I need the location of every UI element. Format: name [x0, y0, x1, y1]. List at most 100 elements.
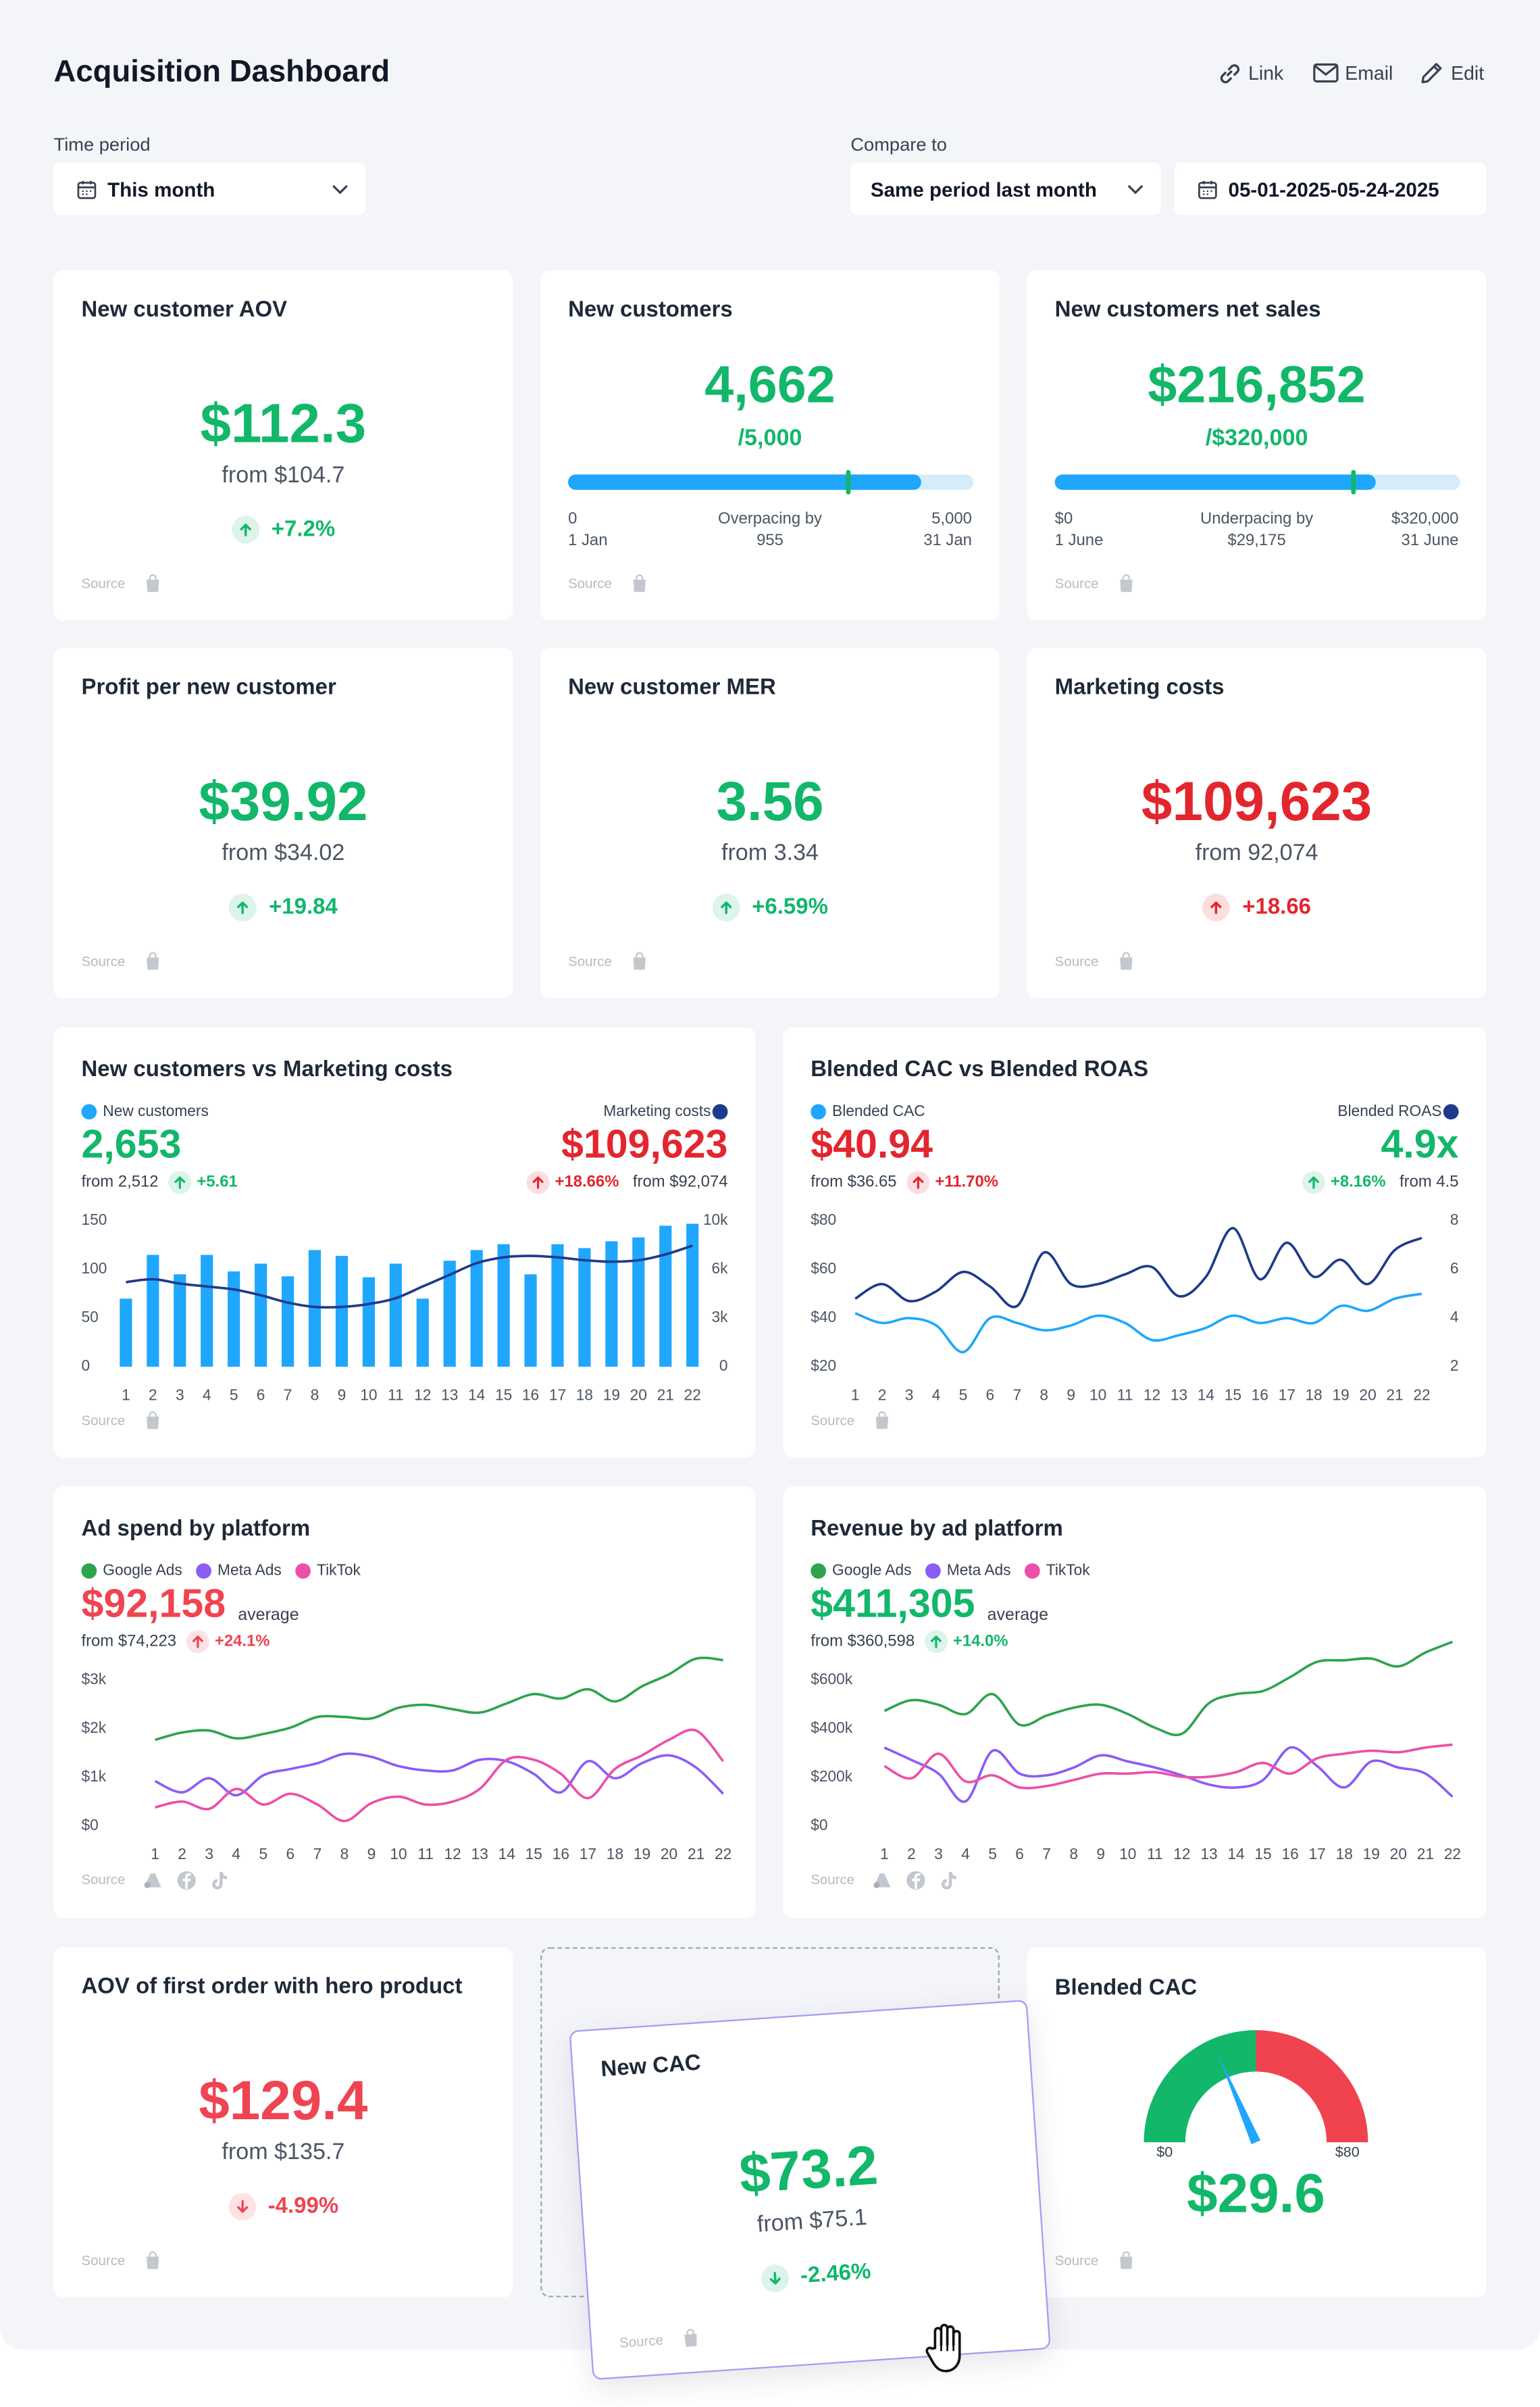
filter-value: This month: [107, 178, 215, 201]
chart-card: Ad spend by platform Google Ads Meta Ads Ti…: [53, 1486, 756, 1919]
legend-label: New customers: [103, 1102, 209, 1119]
x-tick-label: 10: [1089, 1386, 1106, 1403]
drag-cursor: [925, 2323, 961, 2373]
x-tick-label: 22: [715, 1845, 732, 1863]
source-label: Source: [81, 2252, 126, 2269]
x-tick-label: 12: [1144, 1386, 1160, 1403]
bar: [389, 1263, 402, 1367]
source-icon-part: [147, 1417, 159, 1429]
source-icon: [633, 952, 646, 970]
tiktok-icon: [212, 1872, 227, 1890]
progress-label: $29,175: [1227, 531, 1286, 550]
progress-track: [568, 470, 974, 495]
meta-icon-part: [182, 1873, 191, 1890]
x-tick-label: 10: [390, 1845, 407, 1863]
x-tick-label: 10: [360, 1386, 377, 1403]
chart-card: Blended CAC vs Blended ROAS Blended CAC Bl…: [783, 1027, 1487, 1458]
source-icon-part: [149, 1411, 157, 1417]
source-icon-part: [684, 2333, 696, 2347]
summary-note: average: [987, 1605, 1048, 1624]
x-tick-label: 11: [417, 1845, 434, 1863]
legend-label: Google Ads: [103, 1561, 182, 1578]
summary-change: +5.61: [197, 1173, 237, 1191]
source-label: Source: [811, 1413, 855, 1429]
trend-arrow: [930, 1636, 942, 1648]
date-range[interactable]: 05-01-2025-05-24-2025: [1174, 162, 1487, 216]
summary-from: from 2,512: [81, 1173, 158, 1191]
gauge-needle: [1218, 2054, 1261, 2144]
chart: Blended CAC $0 $80 $29.6: [1055, 1974, 1368, 2225]
source-icon: [147, 952, 159, 970]
change-value: -4.99%: [267, 2194, 339, 2219]
source-label: Source: [1054, 576, 1099, 592]
legend-swatch: [295, 1563, 311, 1579]
change-row: -2.46%: [586, 2246, 1043, 2305]
kpi-from: from $135.7: [222, 2139, 345, 2166]
x-tick-label: 6: [1015, 1845, 1024, 1863]
source-icon-part: [149, 2251, 157, 2257]
summary-value: $92,158: [81, 1580, 226, 1625]
x-tick-label: 3: [905, 1386, 914, 1403]
time-period-dropdown[interactable]: This month: [53, 162, 366, 216]
compare-dropdown[interactable]: Same period last month: [850, 162, 1161, 216]
summary-from: from $36.65: [811, 1173, 896, 1191]
x-tick-label: 5: [959, 1386, 968, 1403]
line-series: [854, 1292, 1422, 1354]
y-tick-label: $40: [811, 1308, 836, 1325]
change-value: +6.59%: [752, 895, 828, 920]
x-tick-label: 13: [441, 1386, 458, 1403]
y-tick-label: 50: [81, 1308, 98, 1325]
y-tick-label: $200k: [811, 1767, 853, 1785]
source-label: Source: [81, 953, 126, 969]
x-tick-label: 14: [1198, 1386, 1214, 1403]
line-series: [854, 1227, 1422, 1309]
x-tick-label: 17: [1309, 1845, 1326, 1863]
x-tick-label: 14: [468, 1386, 485, 1403]
x-tick-label: 8: [340, 1845, 349, 1863]
x-tick-label: 2: [907, 1845, 916, 1863]
bar: [228, 1271, 240, 1367]
kpi-value: $216,852: [1148, 356, 1366, 415]
trend-arrow: [192, 1636, 203, 1648]
summary-value: $40.94: [811, 1121, 933, 1167]
legend-swatch: [811, 1104, 826, 1120]
legend-swatch: [81, 1563, 97, 1579]
calendar-icon-part: [1199, 180, 1216, 188]
bar: [659, 1225, 672, 1367]
source-icon-part: [636, 952, 644, 958]
kpi-card: Marketing costs $109,623 from 92,074 +18.66…: [1027, 648, 1487, 998]
chart: Revenue by ad platform Google Ads Meta Ads…: [811, 1515, 1461, 1863]
source-icon: [875, 1411, 889, 1429]
card-title: New customers: [568, 297, 733, 323]
x-tick-label: 4: [932, 1386, 941, 1403]
calendar-icon-part: [77, 182, 97, 199]
trend-arrow: [240, 524, 251, 536]
x-tick-label: 7: [1042, 1845, 1051, 1863]
x-tick-label: 22: [684, 1386, 701, 1403]
x-tick-label: 21: [688, 1845, 704, 1863]
drag-cursor-part: [940, 2345, 955, 2352]
trend-arrow: [1308, 1176, 1319, 1189]
source-icon-part: [147, 957, 159, 970]
action-label: Email: [1345, 63, 1393, 85]
x-tick-label: 16: [522, 1386, 539, 1403]
x-tick-label: 13: [471, 1845, 488, 1863]
change-value: -2.46%: [798, 2259, 871, 2289]
source-icon: [147, 2251, 159, 2269]
source-icon-part: [149, 574, 157, 580]
x-tick-label: 20: [1359, 1386, 1376, 1403]
gauge-segment: [1144, 2030, 1256, 2143]
y-tick-label: $600k: [811, 1670, 853, 1688]
chevron-icon: [332, 184, 348, 195]
y-tick-label: $1k: [81, 1767, 106, 1785]
source-icon-part: [633, 957, 646, 970]
x-tick-label: 20: [1390, 1845, 1407, 1863]
summary-change: +11.70%: [935, 1173, 998, 1191]
calendar-icon: [77, 180, 97, 199]
source-icon-part: [1120, 580, 1133, 592]
change-row: +7.2%: [54, 515, 513, 544]
source-icon-part: [875, 1417, 889, 1429]
pace-marker: [1350, 470, 1356, 495]
legend-label: TikTok: [317, 1561, 361, 1578]
x-tick-label: 21: [657, 1386, 674, 1403]
